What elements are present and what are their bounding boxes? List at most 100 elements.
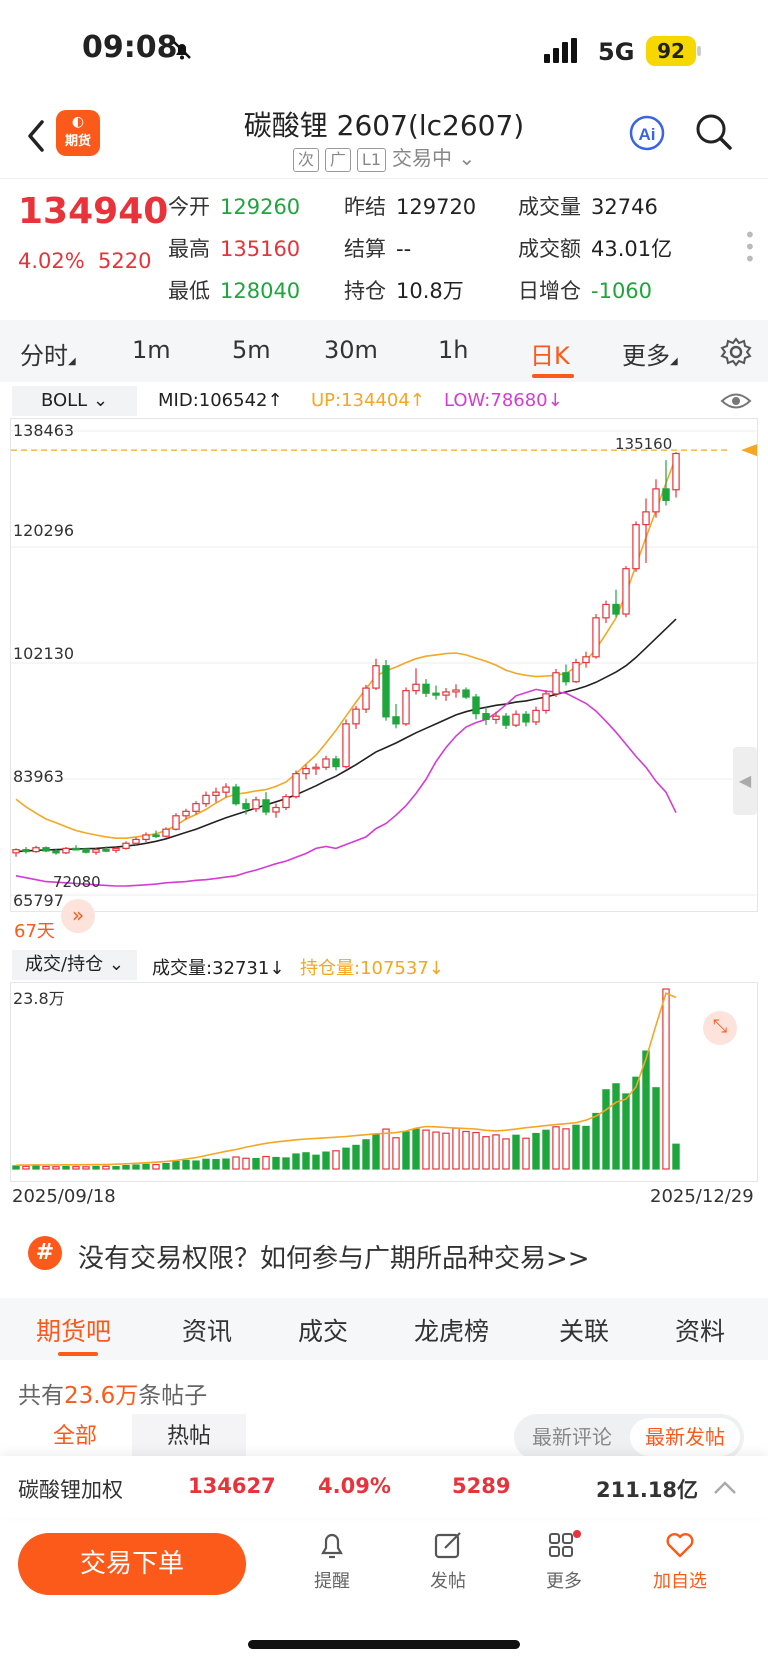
- quote-field: 昨结 129720: [344, 191, 476, 221]
- grid-icon: [549, 1530, 581, 1557]
- volume-bar: [672, 1143, 680, 1170]
- candle-body: [292, 773, 300, 798]
- quote-field: 结算 --: [344, 233, 411, 263]
- bell-muted-icon: [173, 41, 191, 60]
- tab-trades[interactable]: 成交: [298, 1317, 349, 1346]
- start-date: 2025/09/18: [12, 1186, 116, 1207]
- tab-daily-k[interactable]: 日K: [530, 342, 570, 370]
- weighted-quote-bar[interactable]: 碳酸锂加权 134627 4.09% 5289 211.18亿: [0, 1456, 768, 1518]
- eye-icon[interactable]: [720, 390, 752, 412]
- chevron-down-icon[interactable]: ⌄: [458, 146, 476, 170]
- candle-body: [52, 850, 60, 854]
- candle-body: [262, 799, 270, 813]
- alert-button[interactable]: 提醒: [292, 1528, 372, 1593]
- expand-range-icon[interactable]: »: [61, 899, 95, 933]
- tab-forum[interactable]: 期货吧: [36, 1317, 112, 1346]
- filter-hot[interactable]: 热帖: [166, 1424, 211, 1449]
- candle-body: [492, 715, 500, 720]
- candle-body: [102, 849, 110, 852]
- volume-svg: [12, 988, 680, 1170]
- tab-active-indicator: [532, 374, 574, 378]
- gear-icon[interactable]: [720, 336, 752, 368]
- volume-bar: [82, 1166, 90, 1170]
- more-button[interactable]: 更多: [524, 1528, 604, 1593]
- weighted-change: 5289: [452, 1474, 511, 1498]
- volume-bar: [172, 1160, 180, 1170]
- quote-field-label: 成交量: [518, 195, 581, 219]
- volume-bar: [222, 1158, 230, 1170]
- more-dots-icon[interactable]: • • •: [744, 223, 756, 271]
- sort-latest-post[interactable]: 最新发帖: [630, 1418, 740, 1456]
- svg-text:Ai: Ai: [639, 125, 656, 144]
- quote-field-value: 129720: [396, 195, 477, 219]
- candle-body: [502, 715, 510, 726]
- chevron-up-icon[interactable]: [712, 1478, 738, 1496]
- period-tabs: 分时◢ 1m 5m 30m 1h 日K 更多◢: [0, 320, 768, 382]
- kline-chart[interactable]: 138463 120296 102130 83963 65797 135160 …: [10, 418, 759, 933]
- tab-more[interactable]: 更多◢: [622, 342, 678, 370]
- candle-body: [532, 709, 540, 723]
- candle-body: [132, 838, 140, 844]
- tab-1h[interactable]: 1h: [438, 336, 469, 364]
- candle-body: [582, 656, 590, 664]
- post-button[interactable]: 发帖: [408, 1528, 488, 1593]
- indicator-bar: BOLL ⌄ MID:106542↑ UP:134404↑ LOW:78680↓: [0, 384, 768, 418]
- watchlist-button[interactable]: 加自选: [640, 1528, 720, 1593]
- volume-bar: [192, 1160, 200, 1170]
- volume-bar: [32, 1165, 40, 1170]
- volume-bar: [202, 1158, 210, 1170]
- candle-body: [412, 683, 420, 692]
- quote-field: 成交量 32746: [518, 191, 658, 221]
- quote-field-label: 昨结: [344, 195, 386, 219]
- candle-body: [172, 815, 180, 830]
- volume-selector[interactable]: 成交/持仓 ⌄: [12, 950, 137, 980]
- ai-assistant-icon[interactable]: Ai: [628, 114, 666, 152]
- post-count: 共有23.6万条帖子: [18, 1383, 208, 1409]
- tab-info[interactable]: 资料: [675, 1317, 726, 1346]
- volume-bar: [12, 1165, 20, 1170]
- zoom-icon[interactable]: ⤡: [703, 1011, 737, 1045]
- open-interest-line: [15, 992, 677, 1166]
- tab-news[interactable]: 资讯: [182, 1317, 233, 1346]
- sort-latest-reply[interactable]: 最新评论: [532, 1425, 612, 1449]
- indicator-selector[interactable]: BOLL ⌄: [12, 386, 137, 416]
- candle-body: [182, 810, 190, 817]
- sort-toggle: 最新评论 最新发帖: [514, 1414, 744, 1460]
- tab-leaderboard[interactable]: 龙虎榜: [414, 1317, 490, 1346]
- candle-body: [662, 488, 670, 501]
- tab-5m[interactable]: 5m: [232, 336, 271, 364]
- filter-all[interactable]: 全部: [18, 1414, 132, 1460]
- candle-body: [192, 803, 200, 812]
- low-price-marker: 72080: [53, 873, 101, 891]
- tag-next: 次: [292, 148, 319, 172]
- tab-intraday[interactable]: 分时◢: [20, 342, 76, 370]
- search-icon[interactable]: [694, 112, 734, 152]
- y-tick-5: 65797: [13, 891, 64, 910]
- volume-bar: [462, 1130, 470, 1170]
- open-interest-value: 持仓量:107537↓: [300, 958, 444, 979]
- home-indicator: [248, 1640, 520, 1649]
- volume-bar: [352, 1144, 360, 1170]
- tab-related[interactable]: 关联: [559, 1317, 610, 1346]
- volume-bar: [452, 1127, 460, 1170]
- community-tabs: 期货吧 资讯 成交 龙虎榜 关联 资料: [0, 1298, 768, 1360]
- candle-body: [382, 665, 390, 718]
- hashtag-icon: #: [28, 1236, 62, 1270]
- tab-1m[interactable]: 1m: [132, 336, 171, 364]
- volume-bar: [282, 1157, 290, 1170]
- volume-bar: [212, 1159, 220, 1170]
- volume-bar: [322, 1151, 330, 1170]
- boll-up: UP:134404↑: [311, 390, 425, 411]
- volume-bar: [522, 1137, 530, 1170]
- volume-bar: [402, 1131, 410, 1170]
- volume-chart[interactable]: 23.8万 ⤡: [10, 982, 758, 1182]
- volume-bar: [372, 1134, 380, 1170]
- tab-30m[interactable]: 30m: [324, 336, 378, 364]
- candle-body: [62, 847, 70, 854]
- trading-permission-banner[interactable]: # 没有交易权限？如何参与广期所品种交易>>: [0, 1214, 768, 1294]
- back-icon[interactable]: [24, 116, 48, 156]
- trade-order-button[interactable]: 交易下单: [18, 1533, 246, 1595]
- volume-bar: [72, 1166, 80, 1170]
- side-panel-handle[interactable]: ◀: [733, 747, 757, 815]
- volume-bar: [252, 1157, 260, 1170]
